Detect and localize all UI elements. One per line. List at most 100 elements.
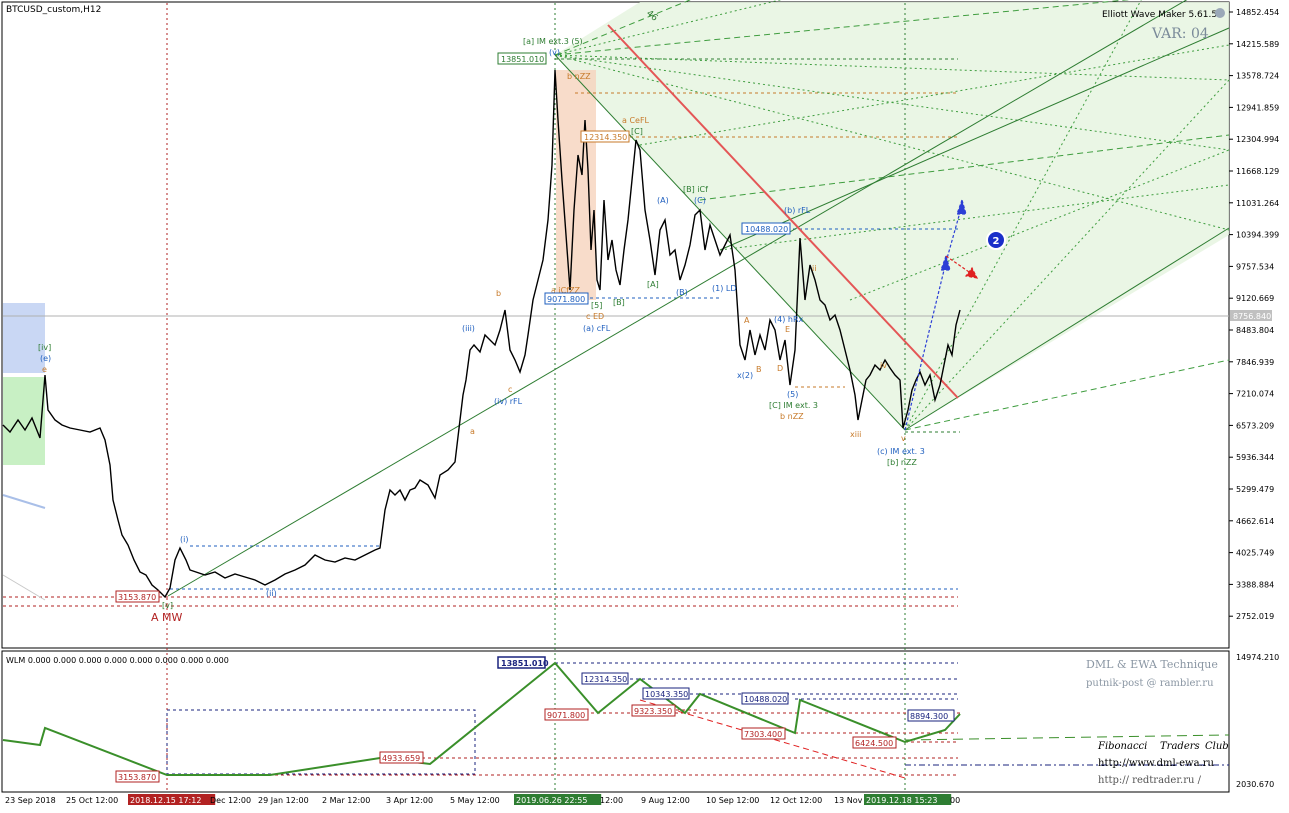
sub-price-box: 12314.350 [584,675,627,684]
price-axis-label: 10394.399 [1236,231,1279,240]
wave-label: iv [880,361,887,370]
price-box: 10488.020 [745,225,788,234]
sub-chart-title: WLM 0.000 0.000 0.000 0.000 0.000 0.000 … [6,656,229,665]
wave-label: (e) [40,354,51,363]
sub-price-box: 7303.400 [744,730,782,739]
price-axis-label: 7210.074 [1236,390,1274,399]
sub-price-boxes: 13851.010 12314.350 10343.350 10488.020 … [115,656,955,783]
wave-label: (b) rFL [784,206,811,215]
time-axis-highlight [864,794,952,805]
wave-label: D [777,364,783,373]
price-box: 9071.800 [547,295,585,304]
wave-label: [B] iCf [683,185,708,194]
wave-label: A [744,316,750,325]
sub-levels [166,662,1230,779]
wave-label: (5) [787,390,798,399]
fan-lines [554,0,1230,431]
wave-label: (ii) [266,589,277,598]
wave-label: [iv] [38,343,51,352]
time-axis-label: 12:00 [600,796,623,805]
sub-price-box: 8894.300 [910,712,948,721]
price-axis-label: 14852.454 [1236,8,1279,17]
price-axis-label: 9120.669 [1236,294,1274,303]
current-price: 8756.840 [1233,312,1271,321]
time-axis-label: Dec 12:00 [210,796,251,805]
price-axis-label: 11668.129 [1236,167,1279,176]
wave-label: A MW [151,611,183,624]
price-box: 3153.870 [118,593,156,602]
wave-label: [A] [647,280,659,289]
price-axis-label: 4662.614 [1236,517,1274,526]
wave-label: [a] IM ext.3 (5) [523,37,583,46]
green-zone [3,377,45,465]
fan-channel-fill [555,2,1229,430]
time-axis-highlight [514,794,602,805]
url-dml[interactable]: http://www.dml-ewa.ru [1098,758,1215,769]
credit-3: Club [1205,741,1229,752]
sub-price-box: 13851.010 [501,659,549,668]
url-redtrader[interactable]: http:// redtrader.ru / [1098,775,1202,786]
time-axis-label: 9 Aug 12:00 [641,796,690,805]
blue-diagonal [2,494,46,509]
watermark-line-2: putnik-post @ rambler.ru [1086,678,1214,689]
wave-label: a [470,427,475,436]
price-series [2,69,961,599]
time-axis-label: 3 Apr 12:00 [386,796,433,805]
wave-label: (C) [694,196,706,205]
wave-label: (1) LD [712,284,737,293]
indicator-name: Elliott Wave Maker 5.61.5 [1102,10,1217,20]
symbol-title: BTCUSD_custom,H12 [6,5,101,15]
price-axis-label: 14215.589 [1236,40,1279,49]
sub-chart-area[interactable] [1,650,1230,793]
wave-label: [5] [591,301,602,310]
wave-label: (B) [676,288,688,297]
sub-axis-bottom: 2030.670 [1236,780,1274,789]
main-price-boxes: 13851.010 12314.350 10488.020 9071.800 3… [115,52,791,603]
red-arrow [945,255,979,279]
sub-price-box: 4933.659 [382,754,420,763]
wave-marker-2[interactable] [986,230,1006,250]
wave-label: v [901,434,906,443]
blue-arrow [904,198,967,431]
wave-label: c [508,385,512,394]
wave-label: [C] IM ext. 3 [769,401,818,410]
price-axis-label: 12304.994 [1236,135,1279,144]
time-axis-label: 29 Jan 12:00 [258,796,309,805]
wave-label: (c) IM ext. 3 [877,447,925,456]
gray-diagonal [2,574,46,601]
price-axis-label: 9757.534 [1236,262,1274,271]
blue-zone [3,303,45,373]
time-axis-highlight [128,794,216,805]
wave-label: (i) [180,535,188,544]
price-axis-label: 7846.939 [1236,358,1274,367]
price-axis-label: 13578.724 [1236,72,1279,81]
sub-price-box: 10343.350 [645,690,688,699]
var-label: VAR: 04 [1151,26,1209,42]
wave-label: a iCfZZ [551,286,581,295]
time-axis-label: 25 Oct 12:00 [66,796,118,805]
time-axis-label: 23 Sep 2018 [5,796,56,805]
wave-label: (4) hRx [774,315,804,324]
sub-price-box: 9071.800 [547,711,585,720]
sub-price-box: 10488.020 [744,695,787,704]
wave-label: [B] [613,298,625,307]
price-axis-label: 12941.859 [1236,103,1279,112]
price-axis-label: 3388.884 [1236,580,1274,589]
watermark-line-1: DML & EWA Technique [1086,658,1218,671]
wave-label: [b] nZZ [887,458,917,467]
wave-label: b nZZ [567,72,591,81]
wave-label: e [42,365,47,374]
price-axis-label: 11031.264 [1236,199,1279,208]
wave-label: a CeFL [622,116,650,125]
sub-axis-top: 14974.210 [1236,653,1279,662]
time-axis-label: 2019.12.18 15:23 [866,796,937,805]
wave-label: (v) [549,48,560,57]
wave-labels: [a] IM ext.3 (5) (v) b nZZ a CeFL [C] [B… [38,37,925,624]
wave-marker-2-label: 2 [993,236,1000,247]
wave-label: E [785,325,790,334]
price-box: 13851.010 [501,55,544,64]
wave-label: [v] [162,601,173,610]
wave-label: x(2) [737,371,753,380]
wave-label: (iv) rFL [494,397,523,406]
